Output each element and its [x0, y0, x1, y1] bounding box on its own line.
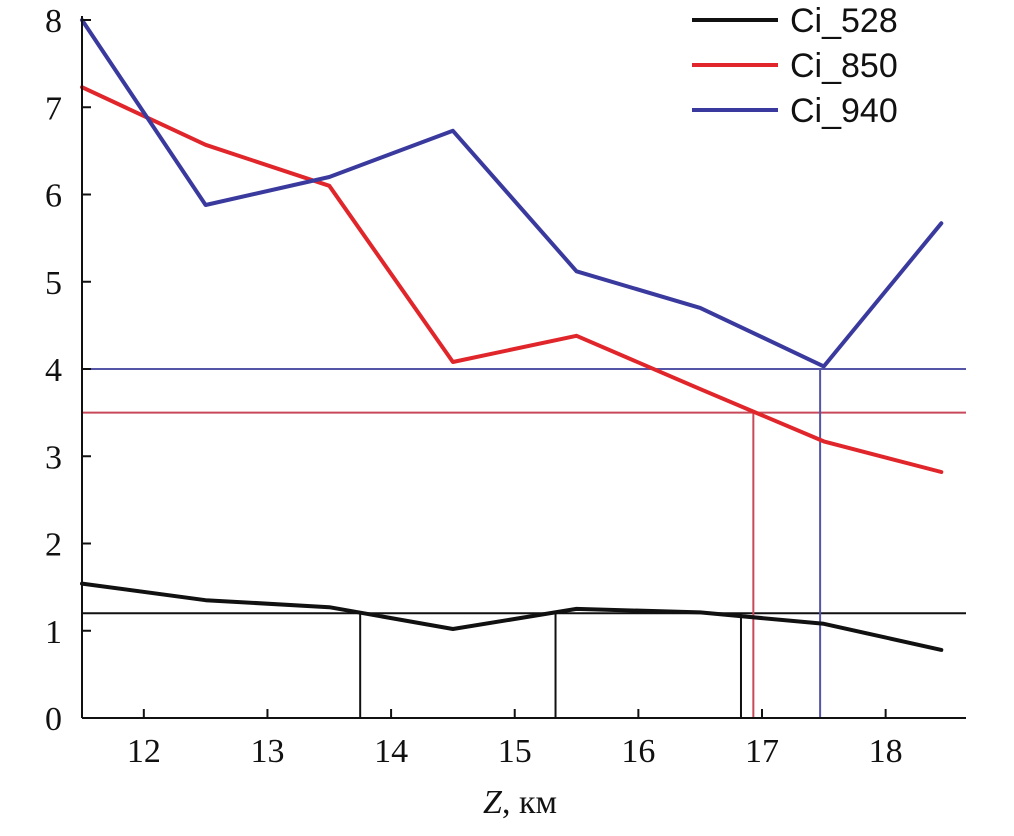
x-tick-label: 13	[250, 733, 284, 770]
y-tick-label: 2	[45, 527, 62, 564]
drop-lines	[359, 369, 822, 718]
y-tick-label: 4	[45, 352, 62, 389]
x-tick-label: 14	[374, 733, 408, 770]
y-tick-labels: 0 1 2 3 4 5 6 7 8	[45, 3, 62, 738]
y-tick-label: 3	[45, 439, 62, 476]
x-tick-label: 16	[621, 733, 655, 770]
y-tick-label: 5	[45, 265, 62, 302]
x-axis-unit: , км	[502, 784, 557, 821]
legend-label: Ci_850	[790, 47, 898, 85]
series-line-ci-940	[80, 18, 944, 369]
y-tick-label: 7	[45, 90, 62, 127]
series-line-ci-528	[80, 581, 944, 652]
series-lines	[80, 18, 944, 652]
x-axis-label: Z, км	[483, 784, 557, 821]
x-tick-label: 18	[869, 733, 903, 770]
x-tick-labels: 12 13 14 15 16 17 18	[127, 733, 903, 770]
y-tick-label: 0	[45, 701, 62, 738]
y-tick-label: 6	[45, 178, 62, 215]
x-tick-label: 17	[745, 733, 779, 770]
legend: Ci_528 Ci_850 Ci_940	[692, 2, 898, 130]
y-tick-label: 8	[45, 3, 62, 40]
axes	[81, 16, 966, 719]
threshold-lines	[82, 368, 966, 615]
legend-label: Ci_940	[790, 92, 898, 130]
series-line-ci-850	[80, 85, 944, 474]
legend-label: Ci_528	[790, 2, 898, 40]
y-tick-label: 1	[45, 614, 62, 651]
x-axis-variable: Z	[483, 784, 503, 821]
x-tick-label: 15	[498, 733, 532, 770]
x-tick-label: 12	[127, 733, 161, 770]
